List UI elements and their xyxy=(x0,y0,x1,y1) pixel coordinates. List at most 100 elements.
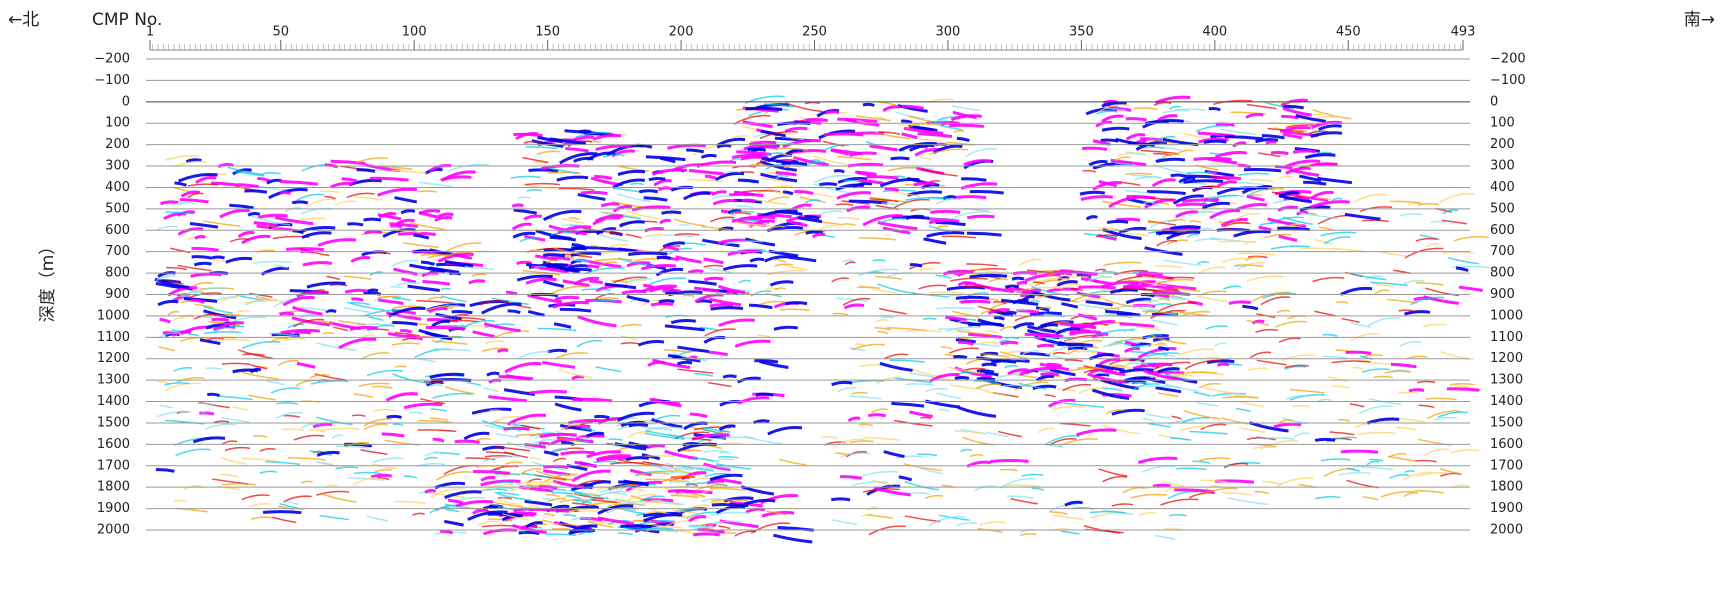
reflector xyxy=(647,523,667,528)
reflector xyxy=(1090,512,1129,519)
reflector xyxy=(362,334,376,338)
reflector xyxy=(704,328,736,337)
reflector xyxy=(276,402,299,405)
reflector xyxy=(980,352,1010,358)
reflector xyxy=(1144,246,1183,256)
reflector xyxy=(363,418,393,427)
reflector xyxy=(633,257,660,263)
reflector xyxy=(610,461,644,465)
reflector xyxy=(925,494,944,499)
reflector xyxy=(562,135,595,147)
reflector xyxy=(849,395,882,400)
reflector xyxy=(218,395,253,401)
reflector xyxy=(1118,381,1150,386)
reflector xyxy=(694,372,714,377)
reflector xyxy=(527,309,545,317)
reflector xyxy=(734,211,752,215)
reflector xyxy=(804,215,820,220)
reflector xyxy=(862,102,875,107)
reflector xyxy=(1267,217,1307,228)
reflector xyxy=(619,220,645,228)
reflector xyxy=(818,129,856,140)
reflector xyxy=(654,414,681,421)
reflector xyxy=(952,355,968,360)
reflector xyxy=(583,480,612,489)
reflector xyxy=(335,200,357,206)
reflector xyxy=(774,287,786,291)
reflector xyxy=(191,246,219,252)
reflector xyxy=(1232,181,1265,186)
reflector xyxy=(455,500,494,508)
reflector xyxy=(962,436,994,446)
reflector xyxy=(877,221,918,231)
reflector xyxy=(1076,350,1097,354)
reflector xyxy=(1310,190,1334,200)
reflector xyxy=(519,237,538,243)
reflector xyxy=(1163,259,1202,266)
reflector xyxy=(1233,213,1261,222)
reflector xyxy=(576,258,588,262)
reflector xyxy=(1064,500,1083,507)
reflector xyxy=(1254,490,1270,495)
reflector xyxy=(935,198,961,205)
reflector xyxy=(694,293,724,304)
reflector xyxy=(767,426,803,436)
reflector xyxy=(640,284,677,293)
reflector xyxy=(842,297,871,306)
reflector xyxy=(1168,218,1186,223)
reflector xyxy=(626,210,659,220)
reflector xyxy=(668,354,682,360)
reflector xyxy=(213,325,245,332)
reflector xyxy=(862,436,901,441)
reflector xyxy=(548,488,567,492)
reflector xyxy=(748,140,777,147)
reflector xyxy=(394,196,418,204)
reflector xyxy=(1246,319,1269,326)
reflector xyxy=(1133,107,1158,110)
reflector xyxy=(859,423,874,427)
reflector xyxy=(553,247,587,256)
reflector xyxy=(1265,140,1277,145)
reflector xyxy=(749,257,765,263)
y-tick-label-right: 1200 xyxy=(1490,351,1523,366)
reflector xyxy=(445,509,460,513)
reflector xyxy=(734,530,757,537)
reflector xyxy=(1346,479,1379,489)
reflector xyxy=(571,242,586,249)
reflector xyxy=(302,261,333,267)
reflector xyxy=(1327,375,1349,383)
reflector xyxy=(435,312,462,321)
reflector xyxy=(542,280,565,288)
reflector xyxy=(1163,297,1186,301)
reflector xyxy=(326,275,340,281)
reflector xyxy=(1351,273,1387,281)
reflector xyxy=(626,519,651,523)
reflector xyxy=(231,316,266,323)
reflector xyxy=(1281,114,1299,120)
reflector xyxy=(401,277,417,284)
reflector xyxy=(388,306,426,318)
reflector xyxy=(997,430,1022,438)
reflector xyxy=(518,196,532,200)
reflector xyxy=(1004,284,1020,289)
reflector xyxy=(821,436,838,439)
reflector xyxy=(736,205,754,209)
reflector xyxy=(1012,322,1035,330)
reflector xyxy=(459,317,486,321)
reflector xyxy=(1021,473,1044,477)
reflector xyxy=(493,465,519,471)
reflector xyxy=(1439,192,1475,204)
reflector xyxy=(895,111,925,120)
reflector xyxy=(417,429,457,433)
reflector xyxy=(936,225,949,229)
reflector xyxy=(1248,421,1289,433)
reflector xyxy=(418,419,452,424)
reflector xyxy=(1133,300,1154,304)
reflector xyxy=(922,317,937,321)
reflector xyxy=(292,229,305,235)
reflector xyxy=(832,312,849,316)
reflector xyxy=(1315,496,1341,500)
reflector xyxy=(516,350,551,360)
reflector xyxy=(266,380,285,386)
reflector xyxy=(156,225,178,231)
